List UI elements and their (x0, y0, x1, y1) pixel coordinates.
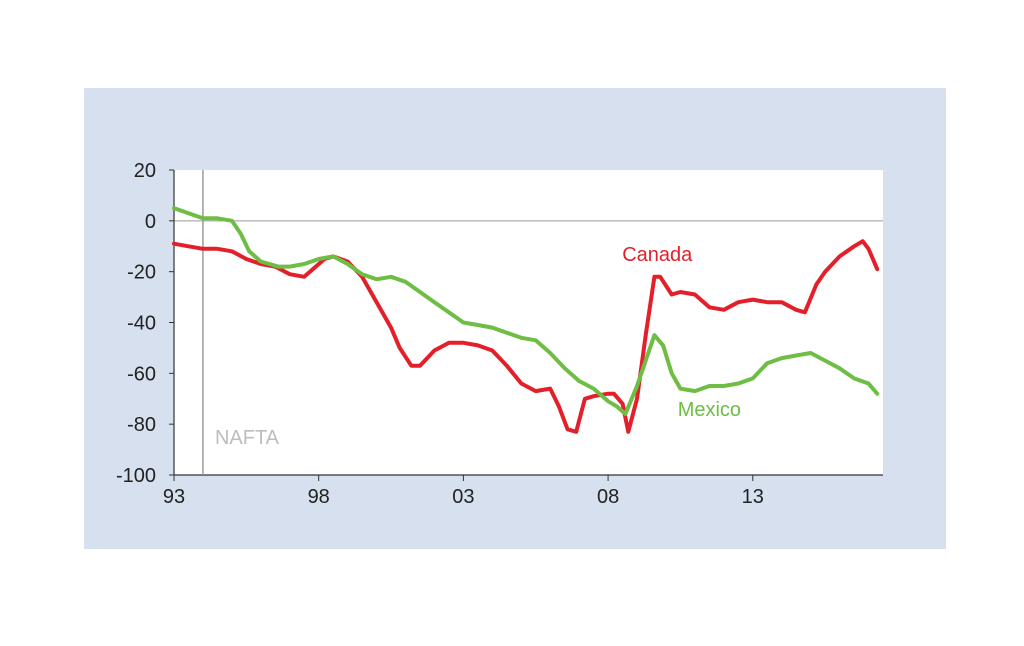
x-tick-label: 98 (308, 486, 330, 508)
series-label-canada: Canada (622, 244, 693, 266)
line-chart: 20 0 -20 -40 -60 -80 -100 93 98 03 08 13 NAFTA Canada… (116, 160, 883, 508)
x-tick-label: 93 (163, 486, 185, 508)
y-tick-label: -40 (127, 313, 156, 335)
y-tick-label: -60 (127, 363, 156, 385)
x-tick-label: 08 (597, 486, 619, 508)
chart-panel: 20 0 -20 -40 -60 -80 -100 93 98 03 08 13 NAFTA Canada… (84, 88, 946, 549)
y-tick-label: -20 (127, 262, 156, 284)
series-label-mexico: Mexico (678, 399, 741, 421)
y-tick-label: 20 (134, 160, 156, 182)
series-layer (172, 206, 880, 434)
x-tick-label: 13 (742, 486, 764, 508)
x-tick-label: 03 (452, 486, 474, 508)
y-tick-label: -80 (127, 414, 156, 436)
series-line-mexico (172, 206, 880, 416)
y-tick-label: 0 (145, 211, 156, 233)
plot-area (174, 170, 883, 475)
labels-layer: 20 0 -20 -40 -60 -80 -100 93 98 03 08 13 NAFTA Canada… (116, 160, 764, 508)
y-tick-label: -100 (116, 465, 156, 487)
series-line-canada (172, 239, 880, 434)
axes (169, 169, 883, 481)
nafta-annotation: NAFTA (215, 427, 280, 449)
